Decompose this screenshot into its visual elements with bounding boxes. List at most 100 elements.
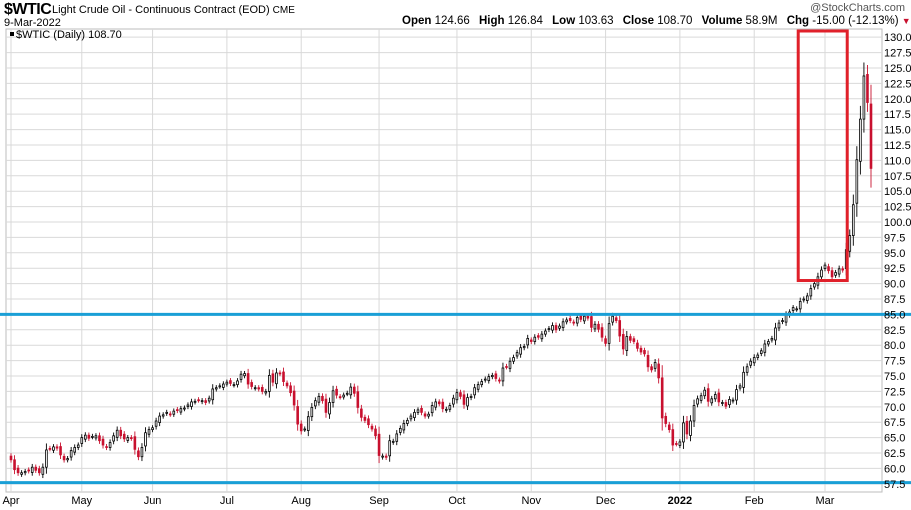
candle	[434, 401, 437, 408]
candle	[643, 350, 646, 355]
candle	[501, 367, 505, 382]
candle	[618, 320, 622, 337]
x-tick-label: Mar	[816, 495, 835, 507]
candle	[491, 375, 494, 378]
candle	[462, 394, 466, 405]
candle	[87, 434, 91, 439]
high-label: High	[478, 15, 505, 27]
y-tick-label: 95.0	[884, 248, 905, 260]
candle	[777, 322, 781, 329]
low-value: 103.63	[578, 15, 614, 27]
candle	[537, 335, 540, 338]
candle	[197, 399, 200, 402]
candle	[292, 390, 296, 406]
candle	[675, 443, 678, 445]
candle	[268, 375, 271, 392]
candle	[80, 437, 84, 444]
candle	[459, 392, 462, 397]
candle	[112, 435, 115, 442]
chg-label: Chg	[786, 15, 810, 27]
candle	[9, 455, 13, 461]
candle	[579, 315, 583, 320]
candle	[770, 338, 774, 341]
candle	[16, 467, 20, 474]
candle	[437, 401, 441, 405]
y-tick-label: 115.0	[884, 125, 911, 137]
open-value: 124.66	[434, 15, 470, 27]
candle	[91, 435, 94, 438]
candle	[597, 323, 600, 330]
x-tick-label: Jul	[220, 495, 234, 507]
candle	[360, 408, 363, 418]
exchange-label: CME	[272, 5, 295, 16]
candle	[586, 315, 590, 319]
candle	[614, 317, 618, 321]
y-tick-label: 92.5	[884, 263, 905, 275]
candle	[55, 446, 59, 449]
candle	[144, 432, 147, 447]
candle	[593, 323, 597, 330]
candle	[724, 402, 728, 407]
description-text: Light Crude Oil - Continuous Contract (E…	[52, 4, 270, 16]
candle	[678, 441, 682, 446]
candle	[34, 466, 38, 471]
candle	[427, 413, 430, 417]
candle	[207, 397, 211, 402]
candle	[243, 373, 246, 377]
candle	[126, 437, 130, 441]
candle	[448, 405, 452, 410]
y-tick-label: 67.5	[884, 417, 905, 429]
candle	[494, 373, 498, 379]
candle	[508, 360, 512, 369]
candle	[813, 283, 816, 288]
candle	[476, 384, 480, 390]
candle	[193, 400, 197, 403]
candle	[583, 315, 586, 322]
candle	[625, 336, 629, 351]
candle	[367, 418, 370, 426]
support-lines	[0, 312, 911, 485]
candle	[738, 385, 742, 389]
candle	[391, 440, 395, 443]
candle	[827, 266, 830, 272]
candle	[607, 323, 611, 344]
candle	[572, 321, 576, 324]
candle	[544, 330, 547, 335]
symbol-title: $WTIC	[4, 1, 52, 18]
candle	[137, 450, 140, 458]
candle	[529, 339, 533, 342]
candle	[805, 295, 809, 301]
candle	[830, 270, 834, 278]
candle	[498, 379, 501, 382]
volume-label: Volume	[701, 15, 743, 27]
candle	[841, 268, 844, 271]
candle	[636, 342, 639, 349]
candle	[331, 390, 335, 403]
y-tick-label: 75.0	[884, 371, 905, 383]
candle	[395, 433, 399, 442]
candle	[229, 380, 232, 384]
candle	[423, 413, 427, 417]
candle	[696, 398, 699, 405]
y-tick-label: 85.0	[884, 309, 905, 321]
candle	[809, 288, 813, 297]
candle	[101, 438, 105, 446]
candle	[667, 424, 671, 431]
candle	[869, 103, 873, 169]
candle	[650, 366, 653, 371]
candle	[374, 428, 377, 437]
candle	[214, 387, 218, 390]
candle	[784, 314, 788, 323]
candle	[767, 341, 770, 345]
candle	[745, 366, 749, 373]
candle	[763, 343, 767, 353]
candle	[445, 408, 448, 411]
candle	[338, 396, 342, 399]
y-tick-label: 60.0	[884, 463, 905, 475]
y-tick-label: 80.0	[884, 340, 905, 352]
candle	[285, 382, 289, 387]
candle	[728, 399, 731, 406]
low-label: Low	[552, 15, 576, 27]
candle	[689, 420, 692, 436]
candle	[306, 416, 310, 431]
